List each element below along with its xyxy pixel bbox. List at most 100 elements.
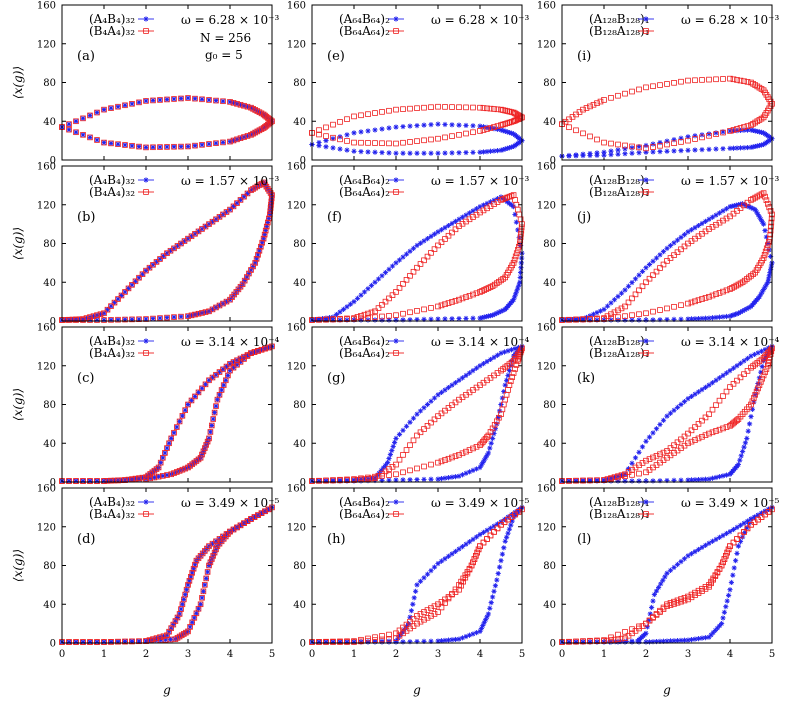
data-point-star <box>622 287 628 293</box>
data-point-star <box>115 296 121 302</box>
data-point-square <box>234 200 240 206</box>
y-tick-label: 40 <box>43 117 56 128</box>
data-point-star <box>372 279 378 285</box>
data-point-square <box>438 604 445 611</box>
data-point-square <box>214 543 221 549</box>
data-point-star <box>685 396 691 402</box>
data-point-square <box>206 308 212 315</box>
data-point-square <box>482 435 489 442</box>
data-point-square <box>379 140 385 147</box>
data-point-star <box>756 129 762 135</box>
data-point-star <box>518 265 524 271</box>
data-point-star <box>622 478 628 484</box>
data-point-square <box>724 549 730 556</box>
data-point-square <box>604 476 611 482</box>
data-point-square <box>132 475 139 482</box>
data-point-star <box>199 595 205 601</box>
data-point-square <box>351 113 357 120</box>
data-point-square <box>379 109 385 115</box>
data-point-square <box>660 604 667 611</box>
data-point-square <box>151 474 158 481</box>
data-point-star <box>157 97 163 103</box>
data-point-star <box>644 624 650 630</box>
data-point-square <box>164 472 170 478</box>
data-point-star <box>569 316 576 323</box>
data-point-square <box>171 470 177 476</box>
data-point-star <box>494 310 500 316</box>
data-point-square <box>267 208 274 215</box>
data-point-star <box>101 317 107 323</box>
data-point-square <box>230 203 237 210</box>
data-point-square <box>730 539 737 546</box>
data-point-square <box>200 448 207 455</box>
data-point-star <box>643 142 649 149</box>
data-point-square <box>414 620 420 627</box>
data-point-star <box>237 355 244 362</box>
data-point-square <box>470 104 476 111</box>
data-point-square <box>699 134 705 141</box>
data-point-star <box>101 107 107 113</box>
data-point-square <box>650 144 656 150</box>
data-point-square <box>657 451 663 458</box>
data-point-square <box>237 101 244 108</box>
data-point-star <box>424 571 431 577</box>
data-point-square <box>646 275 653 282</box>
data-point-square <box>692 298 698 305</box>
data-point-square <box>650 308 656 315</box>
data-point-star <box>733 202 739 208</box>
data-point-square <box>211 409 218 416</box>
data-point-square <box>407 309 413 316</box>
data-point-square <box>678 139 684 145</box>
data-point-star <box>487 313 494 319</box>
data-point-square <box>234 136 240 143</box>
data-point-star <box>657 317 663 323</box>
data-point-square <box>671 601 677 607</box>
data-point-star <box>213 546 219 552</box>
data-point-square <box>80 132 86 138</box>
data-point-star <box>203 442 209 448</box>
data-point-square <box>206 97 212 103</box>
data-point-square <box>108 140 114 147</box>
data-point-square <box>608 634 614 641</box>
data-point-square <box>157 315 163 321</box>
data-point-square <box>253 256 260 262</box>
data-point-square <box>337 119 343 125</box>
data-point-square <box>706 430 712 437</box>
data-point-square <box>188 312 195 319</box>
data-point-star <box>477 149 483 155</box>
x-tick-label: 1 <box>601 649 607 660</box>
data-point-square <box>424 423 431 429</box>
data-point-star <box>244 353 251 359</box>
data-point-star <box>741 358 747 364</box>
data-point-square <box>372 637 378 643</box>
data-point-star <box>657 149 663 155</box>
data-point-star <box>164 144 170 150</box>
data-point-square <box>442 236 448 242</box>
data-point-square <box>73 118 79 125</box>
data-point-star <box>508 522 514 528</box>
data-point-square <box>674 599 681 606</box>
data-point-star <box>494 126 501 132</box>
data-point-star <box>216 392 223 398</box>
data-point-star <box>428 150 434 156</box>
data-point-star <box>755 350 761 356</box>
data-point-star <box>656 584 662 591</box>
data-point-star <box>449 122 455 128</box>
data-point-star <box>681 398 688 405</box>
x-axis-label: g <box>413 683 421 697</box>
data-point-star <box>164 250 170 256</box>
data-point-star <box>435 560 441 567</box>
y-tick-label: 160 <box>287 1 306 12</box>
series-2 <box>559 345 775 484</box>
data-point-star <box>755 512 761 518</box>
data-point-star <box>234 362 240 368</box>
data-point-star <box>709 475 716 481</box>
data-point-star <box>178 143 184 150</box>
data-point-square <box>316 127 322 133</box>
data-point-square <box>472 553 479 559</box>
data-point-square <box>210 416 217 422</box>
data-point-star <box>445 384 452 391</box>
data-point-star <box>580 639 586 645</box>
data-point-star <box>765 276 772 282</box>
